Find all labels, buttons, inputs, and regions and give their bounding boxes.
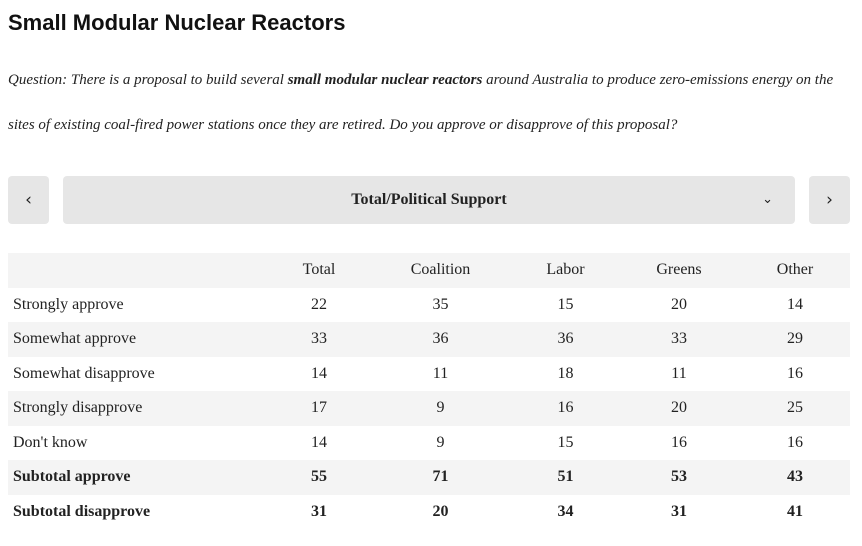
cell-labor: 15: [557, 433, 574, 451]
cell-labor: 15: [557, 295, 574, 313]
cell-other: 16: [787, 433, 803, 451]
cell-total: 14: [311, 433, 327, 451]
breakdown-select[interactable]: Total/Political Support ⌄: [63, 176, 795, 224]
cell-coalition: 71: [432, 468, 449, 486]
row-label: Don't know: [13, 433, 88, 451]
column-header-labor: Labor: [546, 261, 585, 279]
cell-total: 14: [311, 364, 327, 382]
cell-total: 17: [311, 399, 327, 417]
row-label: Subtotal approve: [13, 468, 131, 486]
cell-total: 22: [311, 295, 327, 313]
row-label: Somewhat disapprove: [13, 364, 155, 382]
column-header-coalition: Coalition: [410, 261, 471, 279]
cell-greens: 11: [671, 364, 687, 382]
cell-total: 31: [311, 502, 327, 520]
cell-other: 16: [787, 364, 803, 382]
cell-total: 33: [311, 330, 327, 348]
cell-labor: 34: [557, 502, 574, 520]
cell-other: 41: [787, 502, 803, 520]
row-label: Strongly approve: [13, 295, 124, 313]
survey-question: Question: There is a proposal to build s…: [8, 58, 854, 148]
table-row-subtotal: Subtotal disapprove 31 20 34 31 41: [8, 495, 850, 530]
cell-greens: 16: [671, 433, 687, 451]
cell-other: 29: [787, 330, 803, 348]
table-row: Somewhat disapprove 14 11 18 11 16: [8, 357, 850, 392]
question-emphasis: small modular nuclear reactors: [287, 72, 483, 88]
cell-total: 55: [311, 468, 327, 486]
next-button[interactable]: ›: [809, 176, 850, 224]
cell-coalition: 35: [432, 295, 449, 313]
column-header-other: Other: [776, 261, 814, 279]
cell-coalition: 20: [432, 502, 449, 520]
cell-labor: 18: [557, 364, 574, 382]
table-row: Strongly approve 22 35 15 20 14: [8, 288, 850, 323]
chevron-left-icon: ‹: [25, 190, 32, 210]
selected-breakdown: Total/Political Support: [351, 191, 507, 208]
question-prefix: Question: There is a proposal to build s…: [8, 72, 288, 88]
chevron-down-icon: ⌄: [762, 192, 773, 207]
results-table: Total Coalition Labor Greens Other Stron…: [8, 253, 850, 529]
column-header-greens: Greens: [656, 261, 702, 279]
row-label: Strongly disapprove: [13, 399, 143, 417]
cell-labor: 16: [557, 399, 574, 417]
cell-coalition: 11: [432, 364, 449, 382]
cell-coalition: 9: [436, 433, 445, 451]
cell-coalition: 9: [436, 399, 445, 417]
cell-greens: 20: [671, 399, 687, 417]
previous-button[interactable]: ‹: [8, 176, 49, 224]
table-row-subtotal: Subtotal approve 55 71 51 53 43: [8, 460, 850, 495]
column-header-total: Total: [302, 261, 336, 279]
cell-coalition: 36: [432, 330, 449, 348]
cell-other: 43: [787, 468, 803, 486]
column-header-label: [8, 253, 270, 288]
row-label: Somewhat approve: [13, 330, 137, 348]
cell-other: 25: [787, 399, 803, 417]
row-label: Subtotal disapprove: [13, 502, 151, 520]
cell-greens: 33: [671, 330, 687, 348]
cell-labor: 51: [557, 468, 574, 486]
cell-greens: 31: [671, 502, 687, 520]
table-row: Don't know 14 9 15 16 16: [8, 426, 850, 461]
cell-greens: 53: [671, 468, 687, 486]
chevron-right-icon: ›: [826, 190, 833, 210]
table-header-row: Total Coalition Labor Greens Other: [8, 253, 850, 288]
cell-greens: 20: [671, 295, 687, 313]
cell-other: 14: [787, 295, 803, 313]
question-suffix: around Australia to produce zero-emissio…: [8, 72, 834, 133]
cell-labor: 36: [557, 330, 574, 348]
page-title: Small Modular Nuclear Reactors: [8, 10, 346, 35]
table-row: Strongly disapprove 17 9 16 20 25: [8, 391, 850, 426]
table-row: Somewhat approve 33 36 36 33 29: [8, 322, 850, 357]
